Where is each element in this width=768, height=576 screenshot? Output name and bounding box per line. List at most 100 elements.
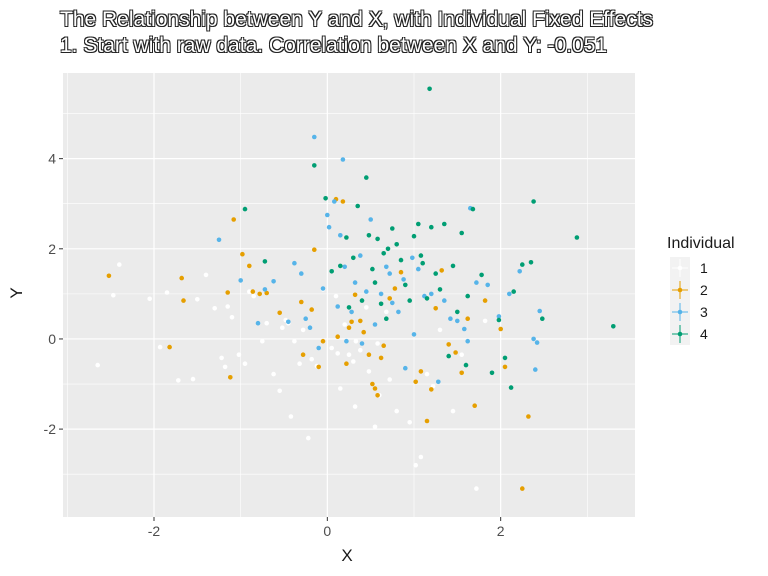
data-point-individual-4 <box>370 266 375 272</box>
data-point-individual-1 <box>288 414 294 419</box>
data-point-individual-1 <box>164 290 170 295</box>
x-tick-label: -2 <box>148 523 161 539</box>
data-point-individual-2 <box>366 352 372 358</box>
data-point-individual-3 <box>342 264 348 270</box>
data-point-individual-3 <box>372 322 378 327</box>
data-point-individual-1 <box>413 462 419 468</box>
data-point-individual-4 <box>459 230 465 236</box>
data-point-individual-2 <box>372 386 378 391</box>
data-point-individual-2 <box>231 217 236 222</box>
data-point-individual-3 <box>312 134 317 140</box>
data-point-individual-2 <box>106 273 112 279</box>
data-point-individual-1 <box>387 377 393 382</box>
data-point-individual-2 <box>453 350 458 355</box>
data-point-individual-1 <box>394 408 400 414</box>
data-point-individual-2 <box>257 291 263 297</box>
data-point-individual-1 <box>407 420 413 425</box>
data-point-individual-2 <box>482 298 488 303</box>
data-point-individual-3 <box>349 309 354 315</box>
legend-key-point <box>677 331 683 337</box>
data-point-individual-3 <box>255 320 261 326</box>
data-point-individual-3 <box>429 291 434 297</box>
minor-gridlines <box>63 73 635 517</box>
data-point-individual-1 <box>271 371 276 377</box>
data-point-individual-2 <box>240 251 245 257</box>
data-point-individual-1 <box>225 304 230 309</box>
y-tick-label: -2 <box>44 421 57 437</box>
data-point-individual-4 <box>455 309 460 315</box>
data-point-individual-1 <box>352 404 358 409</box>
data-point-individual-4 <box>420 260 426 266</box>
major-gridlines <box>63 73 635 517</box>
data-point-individual-4 <box>437 287 443 292</box>
data-point-individual-3 <box>485 282 491 288</box>
data-point-individual-1 <box>459 352 465 358</box>
data-point-individual-4 <box>344 235 349 240</box>
data-point-individual-1 <box>306 435 311 441</box>
data-point-individual-3 <box>396 309 401 315</box>
data-point-individual-1 <box>277 388 283 394</box>
data-point-individual-1 <box>247 289 252 294</box>
data-point-individual-3 <box>465 338 471 344</box>
data-point-individual-2 <box>418 369 424 374</box>
data-point-individual-3 <box>340 157 346 162</box>
data-point-individual-3 <box>359 341 365 346</box>
data-point-individual-4 <box>366 233 372 238</box>
data-point-individual-3 <box>326 224 332 230</box>
data-point-individual-3 <box>271 279 276 284</box>
data-point-individual-4 <box>411 233 417 239</box>
data-point-individual-3 <box>436 379 441 385</box>
data-point-individual-4 <box>424 296 430 301</box>
data-point-individual-4 <box>329 269 335 274</box>
data-point-individual-2 <box>300 352 306 358</box>
data-point-individual-4 <box>429 224 434 230</box>
data-point-individual-4 <box>385 246 391 252</box>
data-point-individual-1 <box>117 262 122 267</box>
data-point-individual-1 <box>375 341 380 346</box>
data-point-individual-3 <box>332 199 337 204</box>
data-point-individual-3 <box>299 271 304 276</box>
legend-key-point <box>677 287 683 293</box>
data-point-individual-2 <box>309 307 315 312</box>
data-point-individual-3 <box>352 280 358 285</box>
data-point-individual-1 <box>384 309 389 315</box>
data-point-individual-3 <box>534 340 540 345</box>
data-point-individual-2 <box>358 318 363 324</box>
data-point-individual-1 <box>195 297 200 302</box>
data-point-individual-2 <box>378 355 384 361</box>
data-point-individual-1 <box>424 371 430 377</box>
data-point-individual-2 <box>424 418 430 424</box>
data-point-individual-2 <box>264 290 270 296</box>
data-point-individual-2 <box>398 269 404 275</box>
data-point-individual-4 <box>528 260 534 265</box>
data-point-individual-4 <box>381 251 387 256</box>
data-point-individual-2 <box>247 263 252 269</box>
data-point-individual-4 <box>496 317 502 323</box>
data-point-individual-4 <box>407 298 413 303</box>
data-point-individual-4 <box>511 289 516 294</box>
data-point-individual-4 <box>416 221 421 227</box>
data-point-individual-2 <box>277 310 283 316</box>
data-point-individual-3 <box>316 345 322 351</box>
data-point-individual-4 <box>427 86 432 92</box>
data-point-individual-2 <box>370 381 375 387</box>
data-point-individual-3 <box>390 300 395 306</box>
data-point-individual-3 <box>307 325 313 331</box>
data-point-individual-1 <box>222 364 228 370</box>
data-point-individual-2 <box>340 199 346 204</box>
data-point-individual-2 <box>446 342 452 347</box>
data-point-individual-2 <box>387 296 393 301</box>
data-point-individual-3 <box>410 255 415 261</box>
data-point-individual-1 <box>482 318 488 324</box>
data-point-individual-1 <box>353 338 359 344</box>
data-point-individual-2 <box>465 316 471 322</box>
legend-label-4: 4 <box>700 326 708 342</box>
data-point-individual-3 <box>368 217 374 222</box>
data-point-individual-1 <box>157 344 163 350</box>
data-point-individual-2 <box>498 326 504 332</box>
data-point-individual-1 <box>372 424 378 430</box>
data-point-individual-4 <box>355 203 361 209</box>
data-point-individual-1 <box>219 355 224 361</box>
data-point-individual-4 <box>364 175 369 180</box>
